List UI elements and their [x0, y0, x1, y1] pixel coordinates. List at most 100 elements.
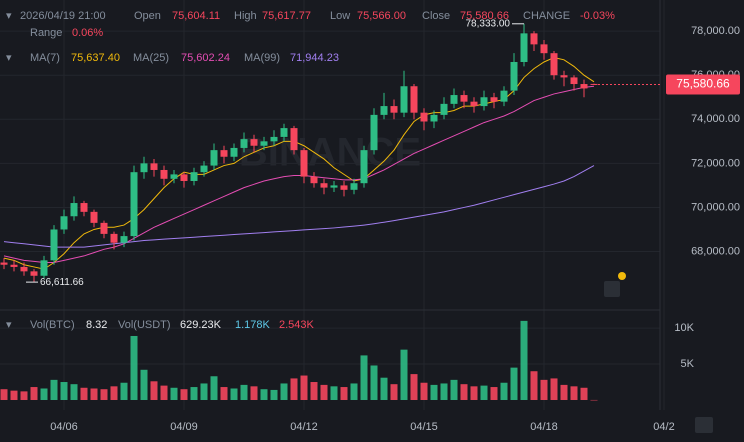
- candle-body: [160, 169, 168, 179]
- candle-body: [450, 95, 458, 104]
- volume-bar: [190, 387, 198, 400]
- ma-toggle[interactable]: ▾: [6, 52, 12, 64]
- header-value: 75,566.00: [357, 10, 406, 22]
- range-value: 0.06%: [72, 27, 103, 39]
- candle-body: [280, 128, 288, 137]
- candle-body: [330, 185, 338, 188]
- volume-bar: [110, 386, 118, 400]
- volume-bar: [130, 335, 138, 400]
- vol-legend-value: 2.543K: [279, 319, 315, 331]
- volume-bar: [340, 387, 348, 400]
- volume-bar: [280, 383, 288, 400]
- volume-bar: [80, 387, 88, 400]
- volume-bar: [290, 378, 298, 400]
- candle-body: [360, 150, 368, 184]
- candle-body: [50, 229, 58, 261]
- candle-body: [420, 112, 428, 122]
- volume-bar: [200, 383, 208, 400]
- candle-body: [560, 75, 568, 78]
- candle-body: [200, 165, 208, 173]
- header-label: CHANGE: [523, 10, 570, 22]
- volume-bar: [440, 383, 448, 400]
- volume-bar: [520, 320, 528, 400]
- candle-body: [530, 33, 538, 45]
- candle-body: [550, 53, 558, 76]
- y-tick-label: 70,000.00: [691, 201, 740, 213]
- header-value: -0.03%: [580, 10, 615, 22]
- y-tick-label: 74,000.00: [691, 113, 740, 125]
- volume-bar: [380, 377, 388, 400]
- notification-dot: [618, 272, 626, 280]
- scale-button[interactable]: [695, 417, 713, 433]
- volume-bar: [0, 389, 8, 400]
- vol-legend-value: 1.178K: [235, 319, 271, 331]
- range-label: Range: [30, 27, 62, 39]
- ma-legend-name: MA(25): [133, 52, 169, 64]
- candle-body: [100, 222, 108, 234]
- volume-bar: [270, 389, 278, 400]
- header-label: Open: [134, 10, 161, 22]
- volume-bar: [530, 371, 538, 400]
- x-tick-label: 04/15: [410, 421, 438, 433]
- volume-bar: [20, 391, 28, 400]
- vol-legend-value: 629.23K: [180, 319, 222, 331]
- candle-body: [580, 84, 588, 89]
- volume-bar: [10, 390, 18, 400]
- candle-body: [310, 176, 318, 184]
- volume-bar: [50, 379, 58, 400]
- header-label: Low: [330, 10, 350, 22]
- x-tick-label: 04/09: [170, 421, 198, 433]
- candle-body: [410, 86, 418, 113]
- volume-bar: [470, 386, 478, 400]
- candle-body: [250, 139, 258, 146]
- plot: [0, 0, 665, 410]
- candle-body: [320, 183, 328, 188]
- volume-bar: [490, 387, 498, 400]
- candle-body: [120, 236, 128, 243]
- candle-body: [180, 174, 188, 181]
- volume-bar: [210, 376, 218, 400]
- volume-bar: [70, 384, 78, 400]
- x-tick-label: 04/06: [50, 421, 78, 433]
- volume-bar: [550, 378, 558, 400]
- candle-body: [390, 106, 398, 113]
- candle-body: [190, 172, 198, 181]
- volume-bar: [510, 367, 518, 400]
- watermark: BINANCE: [239, 131, 421, 175]
- candle-body: [540, 44, 548, 54]
- ma-legend-name: MA(99): [244, 52, 280, 64]
- volume-bar: [580, 387, 588, 400]
- ma-legend-value: 71,944.23: [290, 52, 339, 64]
- volume-bar: [90, 388, 98, 400]
- candle-body: [350, 183, 358, 190]
- volume-bar: [500, 382, 508, 400]
- candle-body: [170, 174, 178, 179]
- volume-bar: [570, 386, 578, 400]
- x-tick-label: 04/18: [530, 421, 558, 433]
- candle-body: [210, 150, 218, 166]
- volume-bar: [330, 386, 338, 400]
- candle-body: [220, 150, 228, 157]
- volume-bar: [420, 382, 428, 400]
- volume-bar: [180, 389, 188, 400]
- header-datetime: 2026/04/19 21:00: [20, 10, 106, 22]
- volume-bar: [450, 379, 458, 400]
- candle-body: [300, 150, 308, 177]
- price-tag: [666, 74, 740, 95]
- candle-body: [140, 163, 148, 173]
- y2-tick-label: 5K: [681, 358, 695, 370]
- volume-bar: [60, 382, 68, 400]
- ma-legend-name: MA(7): [30, 52, 60, 64]
- volume-bar: [230, 388, 238, 400]
- candle-body: [40, 260, 48, 276]
- ma-line: [3, 85, 595, 264]
- volume-bar: [410, 374, 418, 400]
- vol-toggle[interactable]: ▾: [6, 319, 12, 331]
- candle-body: [130, 172, 138, 237]
- vol-legend-name: Vol(BTC): [30, 319, 75, 331]
- volume-bar: [260, 389, 268, 400]
- candle-body: [240, 139, 248, 148]
- volume-bar: [30, 387, 38, 400]
- indicator-button[interactable]: [604, 281, 620, 297]
- volume-bar: [430, 384, 438, 400]
